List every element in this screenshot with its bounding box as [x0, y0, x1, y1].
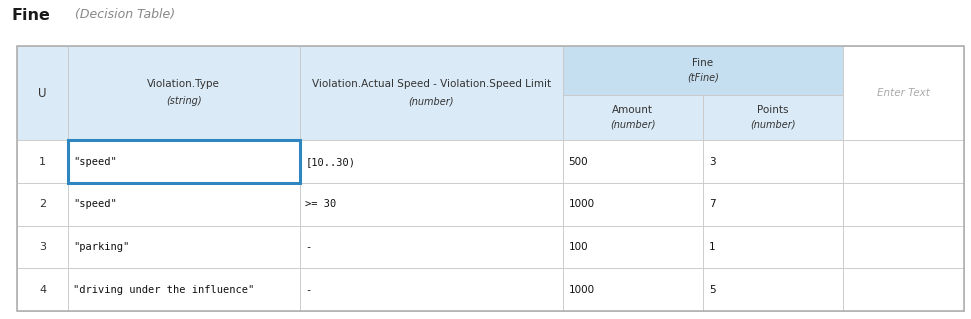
- Text: 2: 2: [39, 199, 47, 209]
- Bar: [68, 268, 300, 311]
- Text: 500: 500: [569, 157, 588, 167]
- Bar: [17, 140, 68, 183]
- Text: 1: 1: [709, 242, 716, 252]
- Text: 3: 3: [709, 157, 716, 167]
- Bar: [17, 46, 68, 140]
- Text: >= 30: >= 30: [306, 199, 337, 209]
- Text: 3: 3: [39, 242, 46, 252]
- Bar: [563, 226, 703, 268]
- Text: 1: 1: [39, 157, 46, 167]
- Bar: [68, 46, 300, 140]
- Bar: [563, 268, 703, 311]
- Text: 1000: 1000: [569, 199, 595, 209]
- Text: 7: 7: [709, 199, 716, 209]
- Text: "driving under the influence": "driving under the influence": [74, 285, 254, 295]
- Text: Points: Points: [757, 105, 788, 115]
- Text: "speed": "speed": [74, 157, 117, 167]
- Text: "parking": "parking": [74, 242, 130, 252]
- Bar: [703, 95, 843, 140]
- Text: (Decision Table): (Decision Table): [71, 8, 175, 21]
- Bar: [17, 183, 68, 226]
- Bar: [300, 140, 563, 183]
- Bar: [843, 268, 964, 311]
- Bar: [843, 140, 964, 183]
- Text: 100: 100: [569, 242, 588, 252]
- Bar: [17, 46, 964, 311]
- Bar: [68, 140, 300, 183]
- Bar: [17, 226, 68, 268]
- Bar: [843, 46, 964, 140]
- Text: 1000: 1000: [569, 285, 595, 295]
- Text: Enter Text: Enter Text: [877, 88, 930, 98]
- Bar: [68, 140, 300, 183]
- Text: 5: 5: [709, 285, 716, 295]
- Bar: [703, 226, 843, 268]
- Text: Fine: Fine: [692, 58, 714, 68]
- Text: (number): (number): [610, 119, 655, 129]
- Bar: [843, 183, 964, 226]
- Text: Violation.Actual Speed - Violation.Speed Limit: Violation.Actual Speed - Violation.Speed…: [312, 79, 551, 89]
- Text: (tFine): (tFine): [686, 72, 719, 82]
- Text: "speed": "speed": [74, 199, 117, 209]
- Text: 4: 4: [39, 285, 47, 295]
- Bar: [68, 226, 300, 268]
- Bar: [563, 183, 703, 226]
- Bar: [703, 183, 843, 226]
- Text: (number): (number): [751, 119, 795, 129]
- Text: -: -: [306, 242, 312, 252]
- Text: Amount: Amount: [613, 105, 653, 115]
- Bar: [563, 95, 703, 140]
- Text: -: -: [306, 285, 312, 295]
- Bar: [17, 268, 68, 311]
- Bar: [843, 226, 964, 268]
- Bar: [300, 46, 563, 140]
- Text: [10..30): [10..30): [306, 157, 355, 167]
- Bar: [703, 268, 843, 311]
- Bar: [300, 268, 563, 311]
- Bar: [703, 140, 843, 183]
- Text: (number): (number): [409, 96, 454, 106]
- Bar: [300, 183, 563, 226]
- Bar: [17, 46, 964, 311]
- Text: Fine: Fine: [12, 8, 50, 23]
- Text: (string): (string): [166, 96, 201, 106]
- Text: U: U: [38, 87, 47, 100]
- Bar: [300, 226, 563, 268]
- Bar: [68, 183, 300, 226]
- Text: Violation.Type: Violation.Type: [148, 79, 220, 89]
- Bar: [563, 140, 703, 183]
- Bar: [563, 46, 843, 95]
